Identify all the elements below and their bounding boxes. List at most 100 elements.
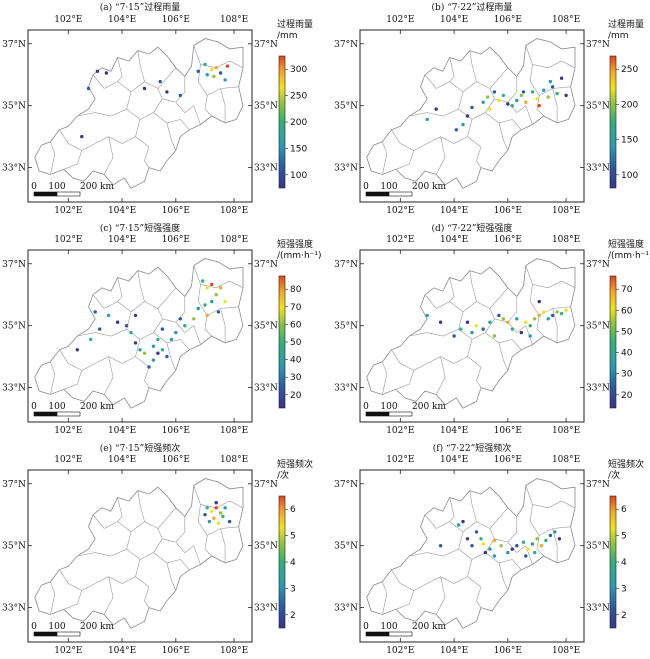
province-outline xyxy=(34,38,244,189)
station-dot xyxy=(223,78,227,82)
station-dot xyxy=(488,320,492,324)
station-dot xyxy=(524,320,528,324)
district-boundary xyxy=(77,531,132,557)
colorbar-tick-label: 100 xyxy=(621,171,638,181)
lon-tick-label-bottom: 104°E xyxy=(108,206,136,216)
station-dot xyxy=(95,69,100,74)
lat-tick-label-right: 33°N xyxy=(254,164,278,174)
station-dot xyxy=(465,537,470,541)
district-boundary xyxy=(395,370,415,390)
district-boundary xyxy=(153,552,190,570)
lon-tick-label-bottom: 108°E xyxy=(220,206,248,216)
district-boundary xyxy=(193,485,212,557)
district-boundary xyxy=(532,280,576,289)
colorbar-title: 短强频次 xyxy=(277,458,313,470)
district-boundary xyxy=(498,562,509,591)
station-dot xyxy=(470,330,474,335)
station-dot xyxy=(104,71,109,75)
station-dot xyxy=(214,506,218,510)
district-boundary xyxy=(59,119,141,151)
scale-bar-segment-dark xyxy=(365,191,390,197)
district-boundary xyxy=(525,485,544,557)
scale-bar-label-mid: 100 xyxy=(48,622,65,632)
station-dot xyxy=(192,317,196,321)
station-dot xyxy=(196,69,200,74)
scale-bar-segment-light xyxy=(56,191,81,197)
lat-tick-label-right: 33°N xyxy=(586,384,610,394)
district-boundary xyxy=(175,102,201,125)
lon-tick-label-top: 104°E xyxy=(440,455,468,465)
station-dot xyxy=(546,95,550,99)
station-dot xyxy=(465,320,470,324)
scale-bar-label-mid: 100 xyxy=(48,402,65,412)
lat-tick-label-left: 37°N xyxy=(2,480,26,490)
scale-bar-label-end: 200 km xyxy=(412,622,446,632)
station-dot xyxy=(470,105,474,110)
station-dot xyxy=(550,85,555,89)
station-dot xyxy=(530,542,535,546)
station-dot xyxy=(515,317,519,321)
colorbar-tick-label: 40 xyxy=(621,349,633,359)
colorbar-tick-label: 6 xyxy=(621,505,627,515)
lat-tick-label-right: 37°N xyxy=(586,480,610,490)
lon-tick-label-top: 106°E xyxy=(162,15,190,25)
lon-tick-label-bottom: 102°E xyxy=(54,426,82,436)
colorbar-tick-label: 250 xyxy=(290,92,307,102)
district-boundary xyxy=(494,296,518,323)
scale-bar-segment-dark xyxy=(365,411,390,417)
map-frame xyxy=(359,469,585,643)
district-boundary xyxy=(162,516,186,543)
district-boundary xyxy=(532,60,576,69)
station-dot xyxy=(438,544,443,548)
lon-tick-label-bottom: 102°E xyxy=(386,206,414,216)
colorbar xyxy=(609,55,617,189)
station-dot xyxy=(492,334,497,338)
district-boundary xyxy=(467,356,482,388)
lon-tick-label-bottom: 108°E xyxy=(220,426,248,436)
station-dot xyxy=(156,337,160,342)
panel-title: (a) “7·15”过程雨量 xyxy=(100,1,181,13)
station-dot xyxy=(506,102,510,106)
lat-tick-label-left: 33°N xyxy=(334,384,358,394)
station-dot xyxy=(492,554,497,558)
station-dot xyxy=(80,134,84,139)
map-panel-0: (a) “7·15”过程雨量 102°E 102°E 104°E 104°E 106°E 1… xyxy=(2,1,313,216)
lon-tick-label-bottom: 102°E xyxy=(54,646,82,656)
station-dot xyxy=(142,86,147,91)
scale-bar-segment-light xyxy=(388,631,413,637)
colorbar xyxy=(609,275,617,409)
scale-bar-label-zero: 0 xyxy=(363,622,369,632)
station-dot xyxy=(519,93,523,98)
station-dot xyxy=(223,506,227,510)
colorbar-tick-label: 4 xyxy=(290,558,296,568)
station-dot xyxy=(196,306,200,311)
station-dot xyxy=(223,299,227,304)
station-dot xyxy=(183,324,187,328)
lon-tick-label-top: 104°E xyxy=(108,235,136,245)
lat-tick-label-left: 33°N xyxy=(2,164,26,174)
district-boundary xyxy=(532,500,576,509)
map-frame xyxy=(359,249,585,423)
station-dot xyxy=(470,544,474,548)
lon-tick-label-top: 106°E xyxy=(162,455,190,465)
district-boundary xyxy=(92,294,132,313)
colorbar-unit: /(mm·h⁻¹) xyxy=(277,251,322,261)
station-dot xyxy=(488,107,492,111)
station-dot xyxy=(227,519,232,524)
station-dot xyxy=(535,537,539,541)
district-boundary xyxy=(162,296,186,323)
district-boundary xyxy=(391,559,473,591)
colorbar xyxy=(278,275,286,409)
station-dot xyxy=(210,299,214,304)
station-dot xyxy=(452,334,456,338)
lon-tick-label-bottom: 104°E xyxy=(108,646,136,656)
station-dot xyxy=(156,351,160,355)
lat-tick-label-left: 35°N xyxy=(2,102,26,112)
station-dot xyxy=(221,514,225,519)
lat-tick-label-right: 35°N xyxy=(254,102,278,112)
district-boundary xyxy=(469,490,477,522)
station-dot xyxy=(201,279,205,283)
station-dot xyxy=(178,93,182,98)
station-dot xyxy=(537,313,541,318)
district-boundary xyxy=(92,74,132,93)
